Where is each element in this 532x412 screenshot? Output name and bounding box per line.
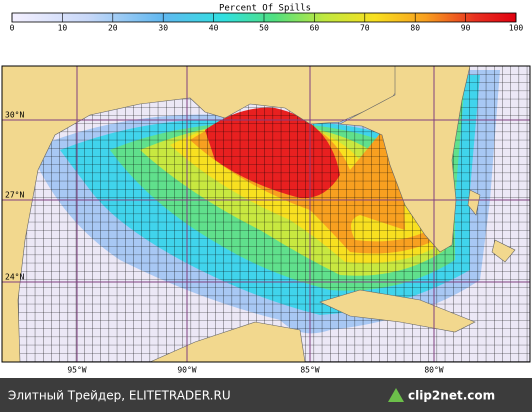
lon-label: 90°W (177, 366, 196, 375)
colorbar-tick-label: 20 (108, 24, 118, 33)
map-frame (1, 65, 531, 363)
land (2, 66, 516, 362)
colorbar-tick-label: 70 (360, 24, 370, 33)
lon-label: 80°W (424, 366, 443, 375)
colorbar-tick-label: 30 (158, 24, 168, 33)
colorbar-tick-label: 10 (58, 24, 68, 33)
degree-lines (2, 66, 530, 362)
lon-label: 95°W (67, 366, 86, 375)
footer-source: Элитный Трейдер, ELITETRADER.RU (8, 389, 231, 403)
colorbar-tick-label: 0 (10, 24, 15, 33)
colorbar-tick-label: 50 (259, 24, 269, 33)
colorbar-title: Percent Of Spills (219, 4, 311, 14)
map (2, 66, 530, 362)
footer-logo[interactable]: clip2net.com (408, 389, 495, 403)
colorbar-tick-label: 60 (310, 24, 320, 33)
colorbar-tick-label: 80 (410, 24, 420, 33)
colorbar-tick-label: 40 (209, 24, 219, 33)
lon-label: 85°W (300, 366, 319, 375)
logo-icon (388, 388, 404, 402)
lat-label: 27°N (5, 191, 24, 200)
lat-label: 30°N (5, 111, 24, 120)
footer (0, 378, 532, 412)
colorbar-tick-label: 100 (509, 24, 524, 33)
colorbar-tick-label: 90 (461, 24, 471, 33)
lat-label: 24°N (5, 273, 24, 282)
